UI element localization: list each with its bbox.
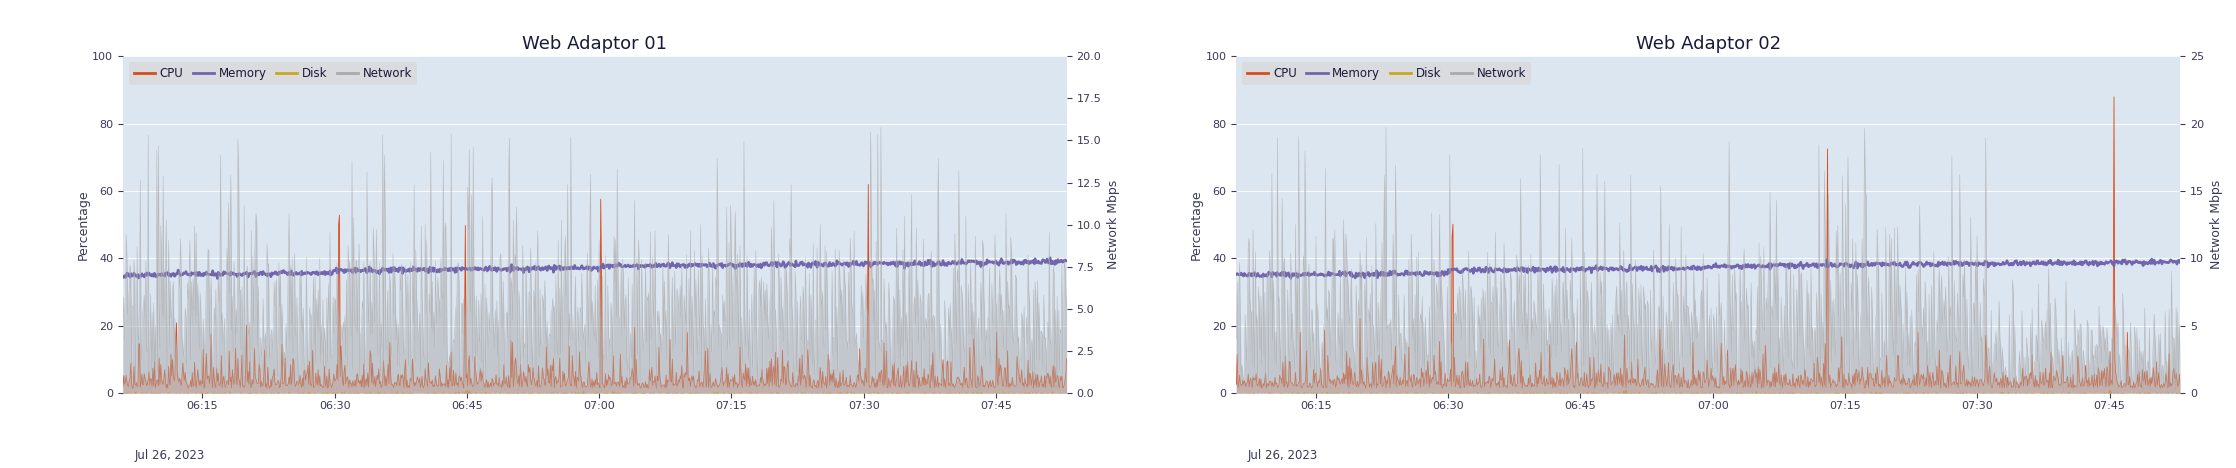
Y-axis label: Percentage: Percentage <box>76 190 89 260</box>
Text: Jul 26, 2023: Jul 26, 2023 <box>1248 449 1317 461</box>
Y-axis label: Network Mbps: Network Mbps <box>1107 180 1120 269</box>
Y-axis label: Network Mbps: Network Mbps <box>2209 180 2223 269</box>
Title: Web Adaptor 01: Web Adaptor 01 <box>523 35 666 53</box>
Y-axis label: Percentage: Percentage <box>1190 190 1203 260</box>
Legend: CPU, Memory, Disk, Network: CPU, Memory, Disk, Network <box>130 62 418 85</box>
Text: Jul 26, 2023: Jul 26, 2023 <box>134 449 203 461</box>
Title: Web Adaptor 02: Web Adaptor 02 <box>1637 35 1780 53</box>
Legend: CPU, Memory, Disk, Network: CPU, Memory, Disk, Network <box>1243 62 1532 85</box>
